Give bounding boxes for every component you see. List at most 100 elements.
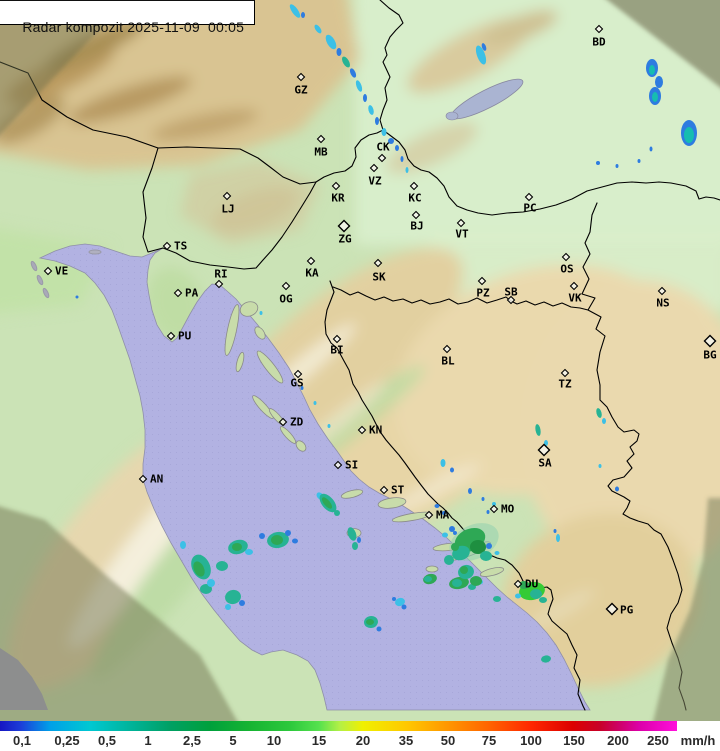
city-pz: PZ (476, 276, 490, 300)
radar-cell (649, 65, 655, 75)
radar-cell (259, 533, 265, 539)
city-diamond-icon (560, 368, 570, 378)
city-ri: RI (214, 268, 228, 289)
legend-tick: 1 (144, 733, 152, 748)
radar-cell (649, 146, 653, 152)
city-og: OG (279, 281, 293, 306)
radar-cell (289, 4, 301, 18)
city-diamond-icon (138, 474, 148, 484)
radar-cell (352, 542, 358, 550)
radar-cell (481, 43, 487, 51)
radar-cell (492, 502, 496, 506)
radar-cell (321, 497, 333, 509)
city-label: KC (408, 192, 421, 205)
radar-cell (216, 561, 228, 571)
radar-cell (444, 555, 454, 565)
radar-cell (292, 538, 298, 544)
city-os: OS (560, 252, 574, 276)
radar-cell (460, 566, 468, 574)
radar-cell (225, 589, 241, 605)
radar-cell (375, 117, 379, 125)
city-label: NS (656, 297, 669, 310)
city-diamond-icon (316, 134, 326, 144)
radar-cell (232, 543, 242, 551)
radar-cell (637, 159, 641, 163)
city-label: PC (523, 202, 536, 215)
country-borders (0, 0, 720, 711)
radar-cell (239, 600, 245, 606)
city-diamond-icon (162, 241, 172, 251)
city-diamond-icon (377, 153, 387, 163)
radar-cell (470, 576, 482, 586)
city-vk: VK (568, 281, 582, 305)
city-an: AN (138, 473, 163, 486)
city-label: AN (150, 473, 163, 486)
radar-cell (381, 128, 387, 136)
radar-cell (470, 540, 486, 554)
city-label: BL (441, 355, 455, 368)
legend-unit-label: mm/h (680, 733, 716, 748)
radar-cell (271, 535, 283, 545)
city-kn: KN (357, 424, 382, 437)
radar-echoes (75, 4, 697, 663)
radar-cell (325, 34, 337, 50)
city-label: PU (178, 330, 192, 343)
city-tz: TZ (558, 368, 572, 391)
radar-cell (366, 619, 374, 625)
city-diamond-icon (657, 286, 667, 296)
city-diamond-icon (424, 510, 434, 520)
city-diamond-icon (306, 256, 316, 266)
city-pu: PU (166, 330, 192, 343)
city-bi: BI (330, 334, 344, 357)
city-ka: KA (305, 256, 319, 280)
city-diamond-icon (605, 602, 619, 616)
city-bj: BJ (410, 210, 424, 233)
title-text: Radar kompozit 2025-11-09 00:05 (22, 19, 245, 35)
city-zg: ZG (337, 219, 352, 246)
radar-cell (615, 164, 619, 168)
city-si: SI (333, 459, 358, 472)
radar-cell (336, 48, 342, 56)
city-label: LJ (221, 203, 234, 216)
city-label: OG (279, 293, 293, 306)
radar-cell (355, 80, 363, 92)
radar-cell (401, 604, 407, 610)
radar-cell (655, 76, 663, 88)
city-label: VE (55, 265, 68, 278)
city-diamond-icon (411, 210, 421, 220)
title-bar: Radar kompozit 2025-11-09 00:05 (0, 0, 256, 35)
legend-tick: 20 (355, 733, 371, 748)
radar-cell (515, 593, 521, 599)
city-label: KR (331, 192, 345, 205)
city-label: VK (568, 292, 582, 305)
city-label: RI (214, 268, 227, 281)
city-label: ZD (290, 416, 304, 429)
radar-range-shading (0, 0, 720, 721)
city-diamond-icon (373, 258, 383, 268)
radar-cell (342, 56, 350, 68)
city-pc: PC (523, 192, 537, 215)
radar-cell (75, 295, 79, 299)
radar-cell (450, 467, 454, 473)
city-ma: MA (424, 509, 450, 522)
city-diamond-icon (513, 579, 523, 589)
city-diamond-icon (524, 192, 534, 202)
city-sb: SB (504, 286, 518, 305)
radar-cell (475, 45, 487, 65)
city-diamond-icon (477, 276, 487, 286)
city-diamond-icon (369, 163, 379, 173)
city-diamond-icon (214, 279, 224, 289)
city-diamond-icon (173, 288, 183, 298)
radar-cell (395, 145, 399, 151)
city-diamond-icon (456, 218, 466, 228)
radar-cell (225, 604, 231, 610)
city-markers: GZ BD MB CK VZ LJ KR KC PC BJ VT ZG TS VE RI OS KA SK PA OG… (43, 24, 717, 617)
radar-cell (259, 311, 263, 315)
radar-cell (652, 92, 658, 102)
city-diamond-icon (222, 191, 232, 201)
legend-tick: 0,25 (54, 733, 80, 748)
city-diamond-icon (442, 344, 452, 354)
radar-cell (480, 551, 492, 561)
radar-cell (481, 497, 485, 501)
city-lj: LJ (221, 191, 235, 216)
